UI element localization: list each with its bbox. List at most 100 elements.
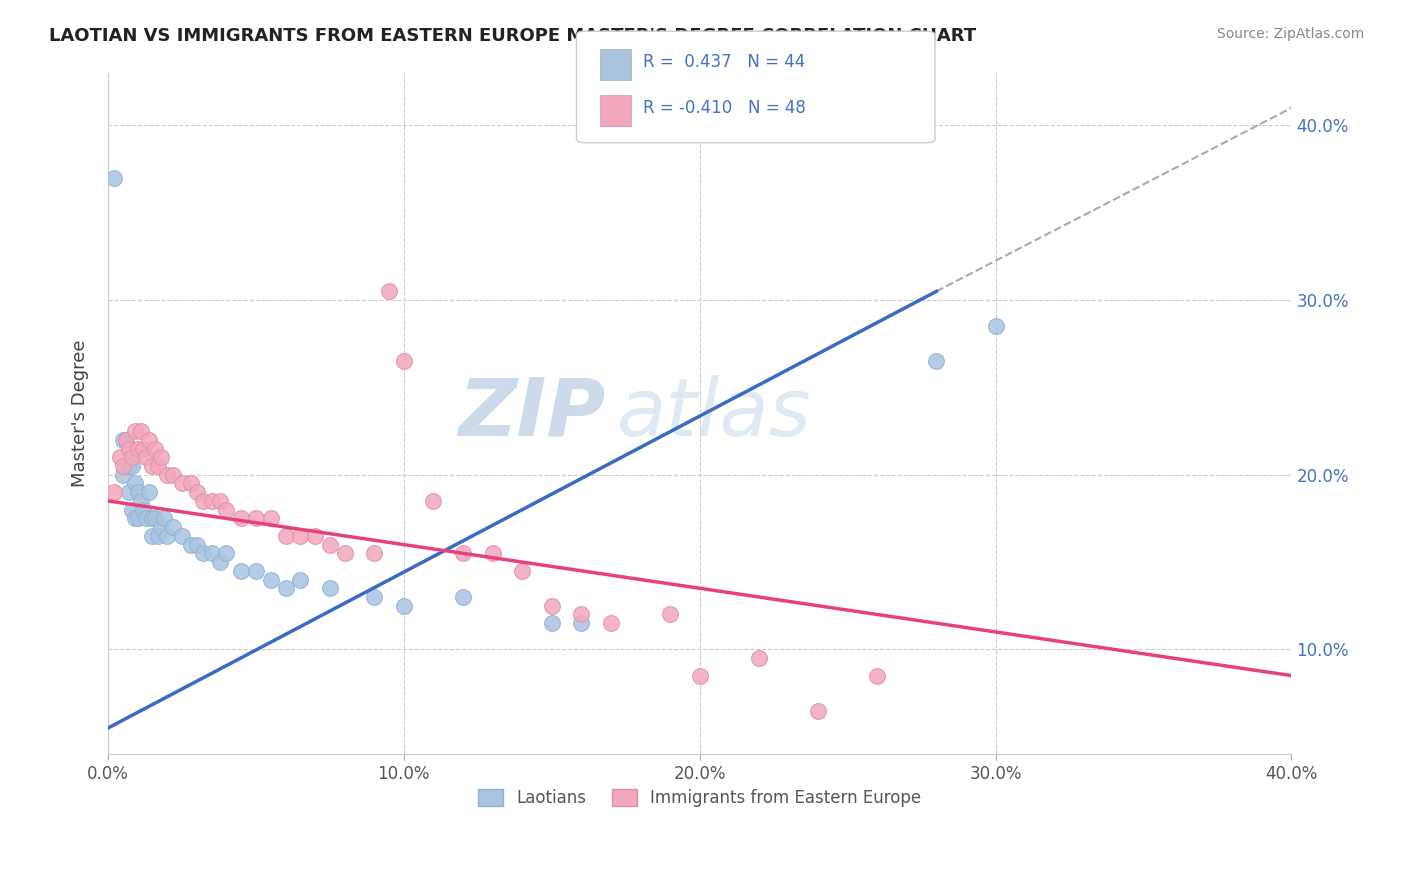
Point (180, 476, 202, 491)
Point (392, 354, 415, 368)
Point (422, 494, 444, 508)
Text: ZIP: ZIP (458, 375, 605, 452)
Point (127, 442, 149, 456)
Point (141, 511, 163, 525)
Point (245, 564, 267, 578)
Point (481, 546, 503, 560)
Point (200, 494, 222, 508)
Point (153, 511, 176, 525)
Point (156, 529, 179, 543)
Point (150, 450, 173, 465)
Text: atlas: atlas (617, 375, 811, 452)
Point (209, 494, 232, 508)
Point (150, 520, 173, 534)
Point (540, 616, 562, 631)
Point (245, 511, 267, 525)
Point (186, 538, 208, 552)
Point (378, 285, 401, 299)
Point (108, 450, 131, 465)
Point (121, 502, 143, 516)
Point (200, 546, 222, 560)
Point (132, 502, 155, 516)
Point (274, 529, 297, 543)
Point (148, 529, 170, 543)
Point (111, 467, 134, 482)
Point (103, 485, 125, 500)
Text: R =  0.437   N = 44: R = 0.437 N = 44 (643, 53, 804, 70)
Point (260, 511, 283, 525)
Point (209, 555, 232, 569)
Point (180, 538, 202, 552)
Point (689, 668, 711, 682)
Point (451, 546, 474, 560)
Point (124, 476, 146, 491)
Y-axis label: Master's Degree: Master's Degree (72, 340, 89, 487)
Point (866, 668, 889, 682)
Point (111, 458, 134, 473)
Point (290, 529, 312, 543)
Point (148, 458, 170, 473)
Point (319, 538, 342, 552)
Point (600, 616, 623, 631)
Text: LAOTIAN VS IMMIGRANTS FROM EASTERN EUROPE MASTER'S DEGREE CORRELATION CHART: LAOTIAN VS IMMIGRANTS FROM EASTERN EUROP… (49, 27, 976, 45)
Point (127, 485, 149, 500)
Point (451, 590, 474, 604)
Point (162, 467, 184, 482)
Point (392, 599, 415, 613)
Point (162, 520, 184, 534)
Point (274, 581, 297, 595)
Point (231, 564, 253, 578)
Point (569, 607, 592, 622)
Point (138, 485, 160, 500)
Point (290, 573, 312, 587)
Point (124, 511, 146, 525)
Point (304, 529, 326, 543)
Point (114, 433, 136, 447)
Point (170, 529, 193, 543)
Point (984, 319, 1007, 334)
Point (540, 599, 562, 613)
Text: R = -0.410   N = 48: R = -0.410 N = 48 (643, 99, 806, 117)
Point (121, 450, 143, 465)
Point (925, 354, 948, 368)
Point (141, 529, 163, 543)
Point (138, 433, 160, 447)
Point (118, 442, 141, 456)
Point (141, 458, 163, 473)
Point (127, 511, 149, 525)
Point (118, 485, 141, 500)
Point (231, 511, 253, 525)
Point (118, 458, 141, 473)
Point (111, 433, 134, 447)
Point (807, 704, 830, 718)
Point (135, 450, 157, 465)
Point (135, 511, 157, 525)
Point (129, 494, 152, 508)
Point (659, 607, 682, 622)
Point (143, 442, 166, 456)
Point (215, 546, 238, 560)
Point (215, 502, 238, 516)
Point (363, 590, 385, 604)
Point (170, 476, 193, 491)
Point (129, 424, 152, 438)
Point (121, 458, 143, 473)
Point (191, 494, 214, 508)
Point (363, 546, 385, 560)
Point (510, 564, 533, 578)
Point (191, 546, 214, 560)
Point (319, 581, 342, 595)
Point (143, 511, 166, 525)
Point (569, 616, 592, 631)
Point (260, 573, 283, 587)
Legend: Laotians, Immigrants from Eastern Europe: Laotians, Immigrants from Eastern Europe (471, 782, 928, 814)
Point (186, 485, 208, 500)
Point (103, 170, 125, 185)
Point (333, 546, 356, 560)
Text: Source: ZipAtlas.com: Source: ZipAtlas.com (1216, 27, 1364, 41)
Point (748, 651, 770, 665)
Point (114, 433, 136, 447)
Point (132, 442, 155, 456)
Point (156, 467, 179, 482)
Point (124, 424, 146, 438)
